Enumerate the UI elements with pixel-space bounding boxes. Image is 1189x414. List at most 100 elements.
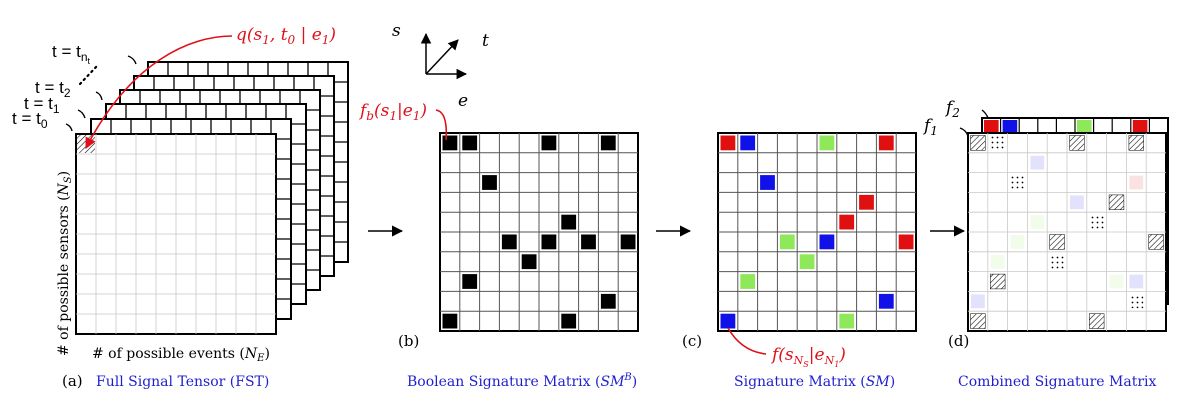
black-cell — [600, 135, 616, 151]
panel-a: t = tnt t = t2 t = t1 t = t0 q(s1, t0 | … — [12, 25, 349, 390]
t-axis-arrow — [425, 39, 459, 75]
time-label-t1: t = t1 — [24, 94, 60, 116]
black-cell — [462, 274, 478, 289]
faint-cell — [1010, 235, 1025, 249]
signature-cell — [898, 234, 914, 250]
faint-cell — [1030, 215, 1045, 229]
signature-cell — [740, 274, 756, 289]
black-cell — [600, 293, 616, 309]
black-cell — [561, 313, 577, 329]
boolean-signature-grid — [439, 132, 639, 332]
signature-cell — [760, 175, 775, 190]
combined-signature-grid — [967, 117, 1169, 332]
black-cell — [620, 234, 636, 250]
faint-cell — [990, 254, 1005, 269]
signature-cell — [839, 214, 855, 230]
caption-d-text: Combined Signature Matrix — [958, 374, 1157, 390]
signature-cell — [720, 135, 736, 151]
black-cell — [442, 135, 458, 151]
hatched-cell — [1069, 135, 1085, 151]
black-cell — [541, 234, 557, 250]
faint-cell — [1129, 274, 1144, 289]
time-label-t0: t = t0 — [12, 109, 48, 131]
back-layer-cell — [1132, 120, 1148, 135]
hook-tnt — [127, 55, 137, 65]
hatched-cell — [1108, 194, 1125, 210]
black-cell — [561, 214, 577, 230]
black-cell — [581, 234, 596, 250]
fst-callout-arrow — [85, 35, 233, 149]
y-axis-label: # of possible sensors (NS) — [56, 171, 74, 356]
hook-t2 — [95, 91, 103, 101]
hatched-cell — [970, 135, 986, 151]
signature-cell — [878, 293, 894, 309]
faint-cell — [1030, 155, 1045, 170]
caption-a-letter: (a) — [62, 372, 83, 390]
hatched-cell — [990, 273, 1006, 290]
black-cell — [442, 313, 458, 329]
signature-cell — [740, 135, 756, 151]
faint-cell — [1129, 175, 1144, 190]
dotted-cell — [1010, 175, 1025, 190]
caption-b-letter: (b) — [398, 332, 419, 350]
t-axis-label: t — [482, 31, 489, 51]
signature-grid — [717, 132, 917, 332]
panel-b: fb(s1|e1) (b) Boolean Signature Matrix (… — [358, 101, 639, 390]
f2-label: f2 — [944, 98, 960, 120]
hatched-cell — [970, 313, 986, 329]
back-layer-cell — [984, 120, 999, 135]
axes-legend: s t e — [392, 21, 489, 111]
signature-cell — [839, 313, 855, 329]
dotted-cell — [990, 136, 1005, 150]
time-label-t2: t = t2 — [35, 78, 71, 100]
caption-a-text: Full Signal Tensor (FST) — [96, 374, 269, 390]
back-layer-cell — [1077, 120, 1092, 135]
dotted-cell — [1050, 254, 1064, 269]
black-cell — [541, 135, 557, 151]
fb-callout-label: fb(s1|e1) — [358, 101, 427, 123]
fst-tensor-stack — [75, 61, 349, 335]
time-label-tnt: t = tnt — [52, 42, 91, 66]
e-axis-label: e — [458, 91, 468, 111]
dotted-cell — [1089, 215, 1104, 229]
x-axis-label: # of possible events (NE) — [92, 346, 270, 364]
black-cell — [501, 234, 517, 250]
signature-cell — [859, 194, 874, 210]
signature-cell — [779, 234, 795, 250]
black-cell — [462, 135, 478, 151]
signature-cell — [819, 135, 835, 151]
hook-t1 — [77, 109, 86, 119]
hatched-cell — [1148, 234, 1164, 250]
black-cell — [521, 254, 537, 270]
signature-cell — [799, 254, 815, 270]
back-layer-cell — [1002, 120, 1018, 135]
black-cell — [482, 175, 497, 190]
faint-cell — [1070, 195, 1084, 210]
signature-cell — [720, 313, 736, 329]
caption-c-text: Signature Matrix (SM) — [734, 374, 895, 390]
hatched-cell — [1128, 135, 1144, 151]
fs-callout-label: f(sNS|eN1) — [770, 345, 846, 369]
hook-f1 — [959, 127, 969, 137]
hook-f2 — [981, 109, 989, 119]
panel-c: f(sNS|eN1) (c) Signature Matrix (SM) — [682, 132, 917, 390]
fb-callout-arrow — [435, 109, 448, 141]
caption-b-text: Boolean Signature Matrix (SMB) — [407, 372, 637, 390]
fst-callout-label: q(s1, t0 | e1) — [236, 25, 336, 47]
signature-cell — [878, 135, 894, 151]
f1-label: f1 — [922, 116, 938, 138]
caption-d-letter: (d) — [948, 332, 969, 350]
caption-c-letter: (c) — [682, 332, 702, 350]
s-axis-label: s — [392, 21, 401, 41]
hatched-cell — [1049, 234, 1065, 250]
fs-callout-arrow — [727, 327, 767, 355]
ellipsis-dots — [78, 64, 99, 86]
dotted-cell — [1129, 294, 1144, 309]
signature-cell — [819, 234, 835, 250]
panel-d: f1 f2 (d) Combined Signature Matrix — [922, 98, 1169, 390]
faint-cell — [971, 294, 985, 309]
hook-t0 — [65, 123, 73, 132]
fst-front-slice — [75, 133, 277, 335]
faint-cell — [1109, 274, 1124, 289]
